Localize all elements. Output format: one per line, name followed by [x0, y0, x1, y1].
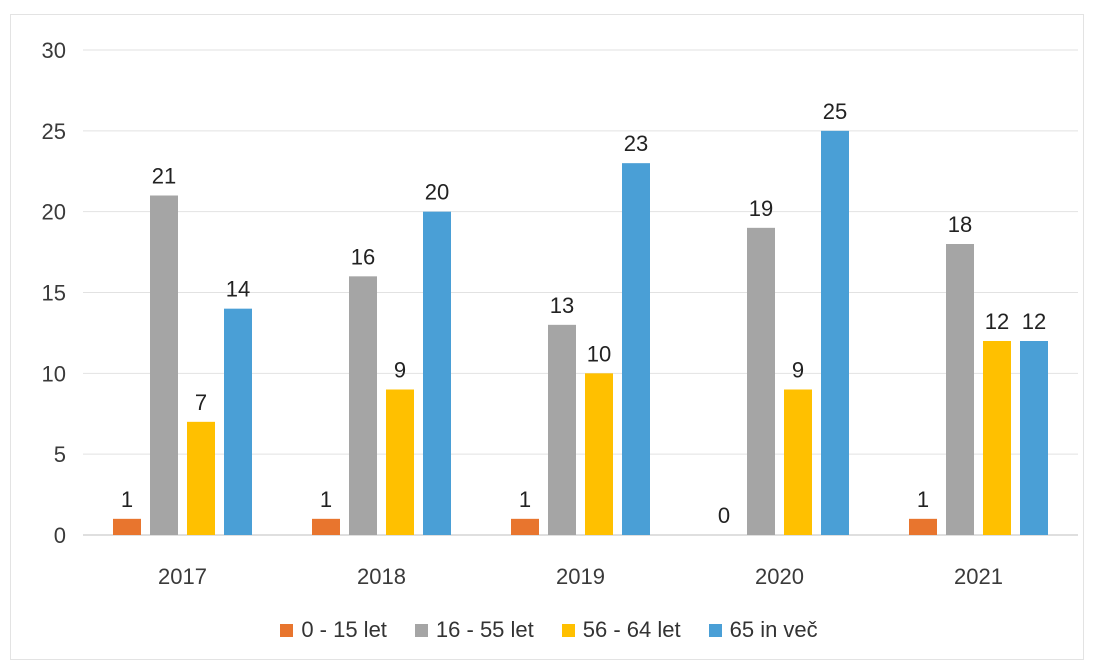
bar — [113, 518, 141, 535]
legend-item: 56 - 64 let — [561, 617, 681, 643]
bar — [187, 421, 215, 535]
legend-swatch — [561, 623, 575, 637]
data-label: 20 — [425, 180, 449, 205]
legend-swatch — [708, 623, 722, 637]
y-tick-label: 30 — [42, 38, 66, 63]
y-tick-label: 15 — [42, 281, 66, 306]
legend-item: 16 - 55 let — [414, 617, 534, 643]
data-label: 25 — [823, 99, 847, 124]
y-tick-label: 20 — [42, 200, 66, 225]
data-label: 9 — [394, 358, 406, 383]
legend-swatch — [280, 623, 294, 637]
legend-item: 0 - 15 let — [280, 617, 387, 643]
bar — [548, 324, 576, 535]
data-label: 19 — [749, 196, 773, 221]
data-label: 7 — [195, 390, 207, 415]
legend-swatch — [414, 623, 428, 637]
legend-label: 65 in več — [729, 617, 818, 642]
data-label: 12 — [1022, 309, 1046, 334]
bar — [784, 389, 812, 535]
bar — [622, 163, 650, 535]
x-tick-label: 2020 — [755, 564, 804, 589]
x-tick-label: 2017 — [158, 564, 207, 589]
legend-label: 16 - 55 let — [435, 617, 534, 642]
bar — [224, 308, 252, 535]
y-tick-label: 5 — [54, 442, 66, 467]
bar — [349, 276, 377, 535]
legend: 0 - 15 let 16 - 55 let 56 - 64 let 65 in ve… — [0, 617, 1098, 643]
data-label: 13 — [550, 293, 574, 318]
data-label: 0 — [718, 503, 730, 528]
data-label: 9 — [792, 358, 804, 383]
bar — [585, 373, 613, 535]
bar — [821, 130, 849, 536]
legend-label: 56 - 64 let — [582, 617, 681, 642]
data-label: 1 — [320, 487, 332, 512]
data-label: 21 — [152, 164, 176, 189]
y-tick-label: 0 — [54, 523, 66, 548]
bar — [747, 227, 775, 536]
x-tick-label: 2018 — [357, 564, 406, 589]
y-tick-label: 10 — [42, 361, 66, 386]
bar — [946, 244, 974, 535]
x-tick-label: 2019 — [556, 564, 605, 589]
data-label: 1 — [917, 487, 929, 512]
data-label: 1 — [519, 487, 531, 512]
bar — [511, 518, 539, 535]
data-label: 23 — [624, 131, 648, 156]
data-label: 12 — [985, 309, 1009, 334]
bar — [386, 389, 414, 535]
bar — [423, 211, 451, 535]
data-label: 18 — [948, 212, 972, 237]
data-label: 16 — [351, 244, 375, 269]
legend-label: 0 - 15 let — [301, 617, 387, 642]
data-label: 1 — [121, 487, 133, 512]
legend-item: 65 in več — [708, 617, 818, 643]
data-label: 14 — [226, 277, 250, 302]
chart-frame — [10, 14, 1084, 660]
y-tick-label: 25 — [42, 119, 66, 144]
bar — [1020, 341, 1048, 535]
bar — [909, 518, 937, 535]
bar — [983, 341, 1011, 535]
x-tick-label: 2021 — [954, 564, 1003, 589]
data-label: 10 — [587, 341, 611, 366]
bar — [150, 195, 178, 535]
bar — [312, 518, 340, 535]
